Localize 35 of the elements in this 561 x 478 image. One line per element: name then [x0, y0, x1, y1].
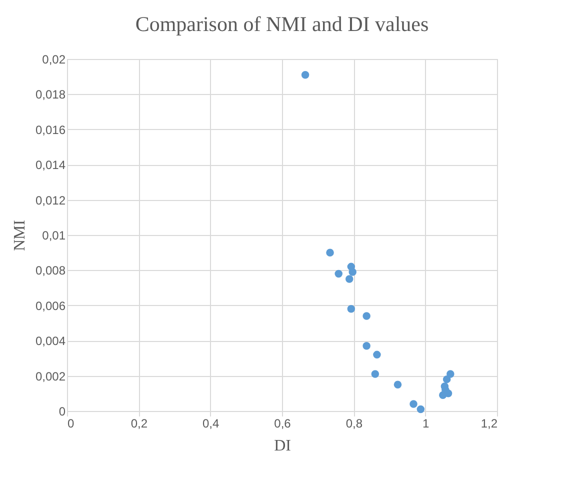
y-tick-label: 0,004: [35, 334, 66, 348]
x-tick-label: 0,6: [274, 416, 292, 430]
x-tick-label: 0,2: [130, 416, 148, 430]
point: [371, 370, 380, 378]
y-tick-label: 0,008: [35, 264, 66, 278]
x-tick-label: 0: [68, 416, 74, 430]
point: [362, 342, 370, 350]
point: [362, 312, 370, 320]
point: [347, 305, 356, 313]
point: [334, 270, 342, 278]
point: [416, 405, 425, 414]
y-tick-label: 0,016: [35, 122, 66, 137]
chart-title: Comparison of NMI and DI values: [135, 12, 429, 36]
point: [394, 380, 402, 388]
x-tick-label: 1,2: [480, 416, 498, 430]
point: [301, 70, 310, 79]
x-axis-title: DI: [274, 438, 291, 454]
point: [442, 375, 451, 384]
y-tick-label: 0,002: [35, 369, 66, 384]
point: [348, 268, 356, 276]
x-tick-label: 1: [422, 416, 430, 430]
point: [373, 350, 381, 359]
y-tick-label: 0,006: [35, 298, 66, 313]
point: [326, 248, 334, 256]
y-axis-title: NMI: [11, 220, 28, 252]
y-tick-label: 0: [58, 404, 66, 418]
y-tick-label: 0,01: [42, 228, 66, 242]
point: [410, 400, 418, 408]
y-tick-label: 0,02: [42, 52, 66, 66]
y-tick-label: 0,014: [35, 158, 66, 172]
y-tick-label: 0,018: [35, 88, 66, 102]
point: [345, 275, 354, 283]
x-tick-label: 0,4: [202, 416, 220, 430]
y-tick-label: 0,012: [35, 193, 66, 208]
x-tick-label: 0,8: [346, 416, 363, 430]
